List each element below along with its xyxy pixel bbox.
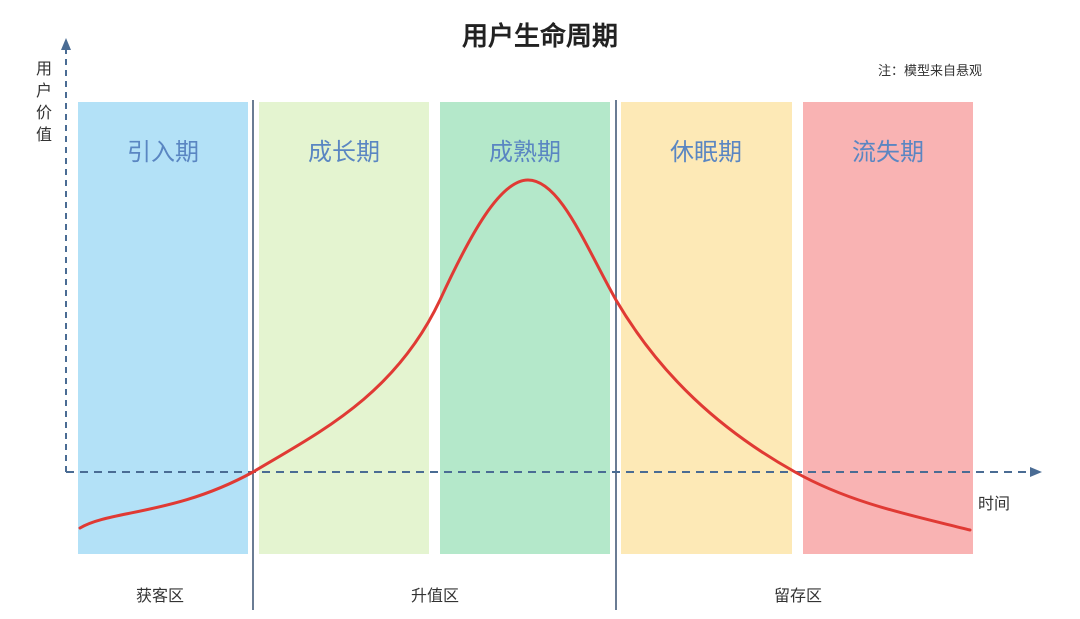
stage-label-growth: 成长期 [308,138,380,166]
y-axis-label-char: 用 [35,59,52,78]
diagram-title: 用户生命周期 [461,22,618,52]
y-axis-label-char: 价 [35,103,52,122]
stage-band-growth [259,102,429,554]
x-axis-label: 时间 [978,494,1011,513]
y-axis-arrow-icon [61,38,71,50]
user-value-curve [78,178,972,532]
y-axis-label: 用 户 价 值 [34,58,54,146]
stage-band-maturity [440,102,610,554]
stage-label-maturity: 成熟期 [489,138,561,166]
stage-label-introduction: 引入期 [127,138,199,166]
zone-label-retention: 留存区 [773,586,822,605]
zone-label-acquisition: 获客区 [135,586,184,605]
stage-band-dormancy [621,102,792,554]
stage-band-churn [803,102,973,554]
stage-label-dormancy: 休眠期 [670,138,742,166]
x-axis-arrow-icon [1030,467,1042,477]
y-axis-label-char: 户 [35,81,52,100]
source-note: 注：模型来自悬观 [877,64,982,79]
zone-label-value-growth: 升值区 [410,586,459,605]
y-axis-label-char: 值 [35,125,52,144]
stage-band-introduction [78,102,248,554]
stage-label-churn: 流失期 [852,138,924,166]
